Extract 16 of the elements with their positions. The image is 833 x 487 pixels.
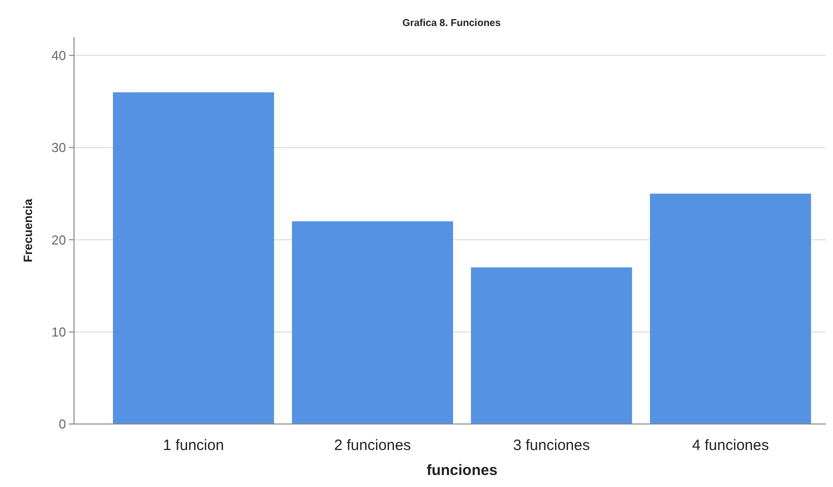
x-tick-label: 2 funciones: [334, 437, 411, 454]
chart-title: Grafica 8. Funciones: [402, 18, 502, 29]
bar: [112, 92, 274, 424]
y-tick-label: 30: [52, 140, 66, 156]
x-axis-title: funciones: [426, 462, 498, 479]
bar: [470, 267, 632, 424]
y-tick-label: 0: [58, 416, 66, 432]
y-tick-label: 10: [52, 324, 66, 340]
y-tick-label: 20: [52, 232, 66, 248]
bar: [292, 221, 454, 424]
x-tick-label: 3 funciones: [513, 437, 590, 454]
y-tick-label: 40: [52, 48, 66, 63]
x-tick-label: 1 funcion: [163, 437, 224, 454]
bar: [650, 194, 812, 424]
x-tick-label: 4 funciones: [692, 437, 769, 454]
y-axis-title: Frecuencia: [21, 198, 35, 262]
